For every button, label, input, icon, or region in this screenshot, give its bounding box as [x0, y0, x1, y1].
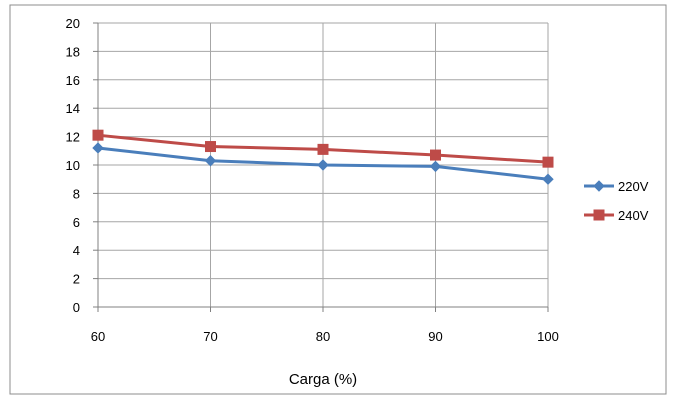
data-point-240V [317, 143, 329, 155]
legend-marker-220V [593, 180, 605, 192]
y-tick-label: 18 [66, 44, 80, 59]
x-tick-label: 60 [91, 329, 105, 344]
x-tick-label: 90 [428, 329, 442, 344]
data-point-220V [92, 142, 104, 154]
legend-label-240V: 240V [618, 208, 649, 223]
data-point-220V [317, 159, 329, 171]
legend: 220V 240V [584, 179, 649, 223]
legend-label-220V: 220V [618, 179, 649, 194]
y-tick-label: 12 [66, 130, 80, 145]
series [92, 129, 554, 185]
y-tick-label: 20 [66, 16, 80, 31]
y-tick-label: 8 [73, 186, 80, 201]
y-tick-label: 4 [73, 243, 80, 258]
axes: 0 2 4 6 8 10 12 14 16 18 20 60 70 80 90 100 [66, 16, 559, 344]
y-tick-label: 16 [66, 73, 80, 88]
data-point-240V [430, 149, 441, 161]
x-tick-label: 70 [203, 329, 217, 344]
x-tick-label: 80 [316, 329, 330, 344]
data-point-220V [204, 155, 217, 167]
y-tick-label: 2 [73, 272, 80, 287]
legend-marker-240V [593, 209, 605, 221]
data-point-240V [92, 129, 104, 141]
chart-border [9, 4, 667, 395]
y-tick-label: 14 [66, 101, 80, 116]
y-tick-label: 0 [73, 300, 80, 315]
x-tick-label: 100 [537, 329, 559, 344]
x-axis-title: Carga (%) [289, 371, 357, 388]
y-tick-label: 6 [73, 215, 80, 230]
data-point-220V [429, 160, 442, 173]
data-point-240V [205, 141, 216, 153]
data-point-240V [542, 156, 554, 168]
y-tick-label: 10 [66, 158, 80, 173]
data-point-220V [542, 173, 554, 185]
